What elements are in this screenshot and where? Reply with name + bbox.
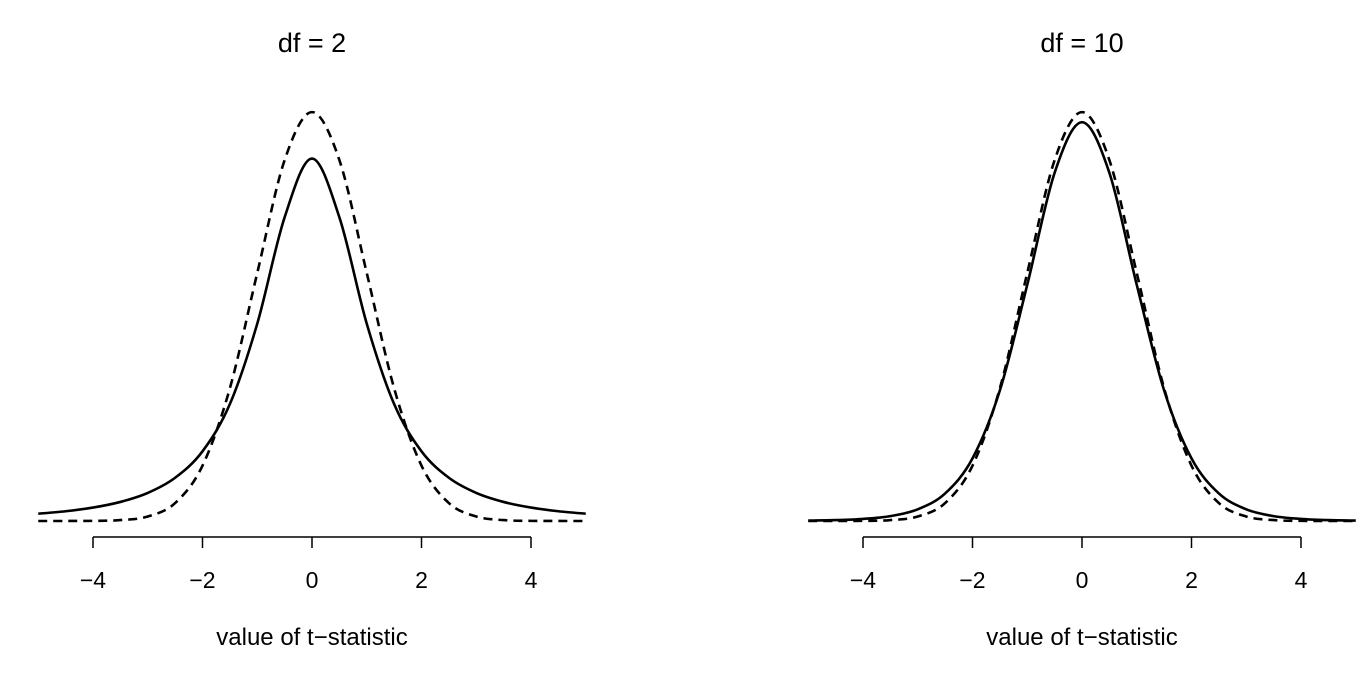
x-tick-label: 4 [1295,567,1308,593]
panel-title: df = 2 [278,28,346,58]
x-axis-label: value of t−statistic [986,624,1177,651]
x-tick-label: −4 [80,567,106,593]
t-density-curve [38,157,586,515]
x-tick-label: −2 [959,567,985,593]
x-tick-label: −2 [189,567,215,593]
panel-df-10: df = 10 value of t−statistic −4 −2 0 2 4 [808,28,1356,651]
x-tick-label: 0 [1076,567,1089,593]
x-tick-label: 2 [415,567,428,593]
normal-density-curve [38,110,586,523]
x-tick-label: −4 [850,567,876,593]
x-tick-label: 4 [525,567,538,593]
x-axis-label: value of t−statistic [216,624,407,651]
panel-title: df = 10 [1040,28,1123,58]
normal-density-curve [808,110,1356,523]
x-tick-label: 2 [1185,567,1198,593]
t-density-curve [808,120,1356,522]
panel-df-2: df = 2 value of t−statistic −4 −2 0 2 4 [38,28,586,651]
x-tick-label: 0 [306,567,319,593]
